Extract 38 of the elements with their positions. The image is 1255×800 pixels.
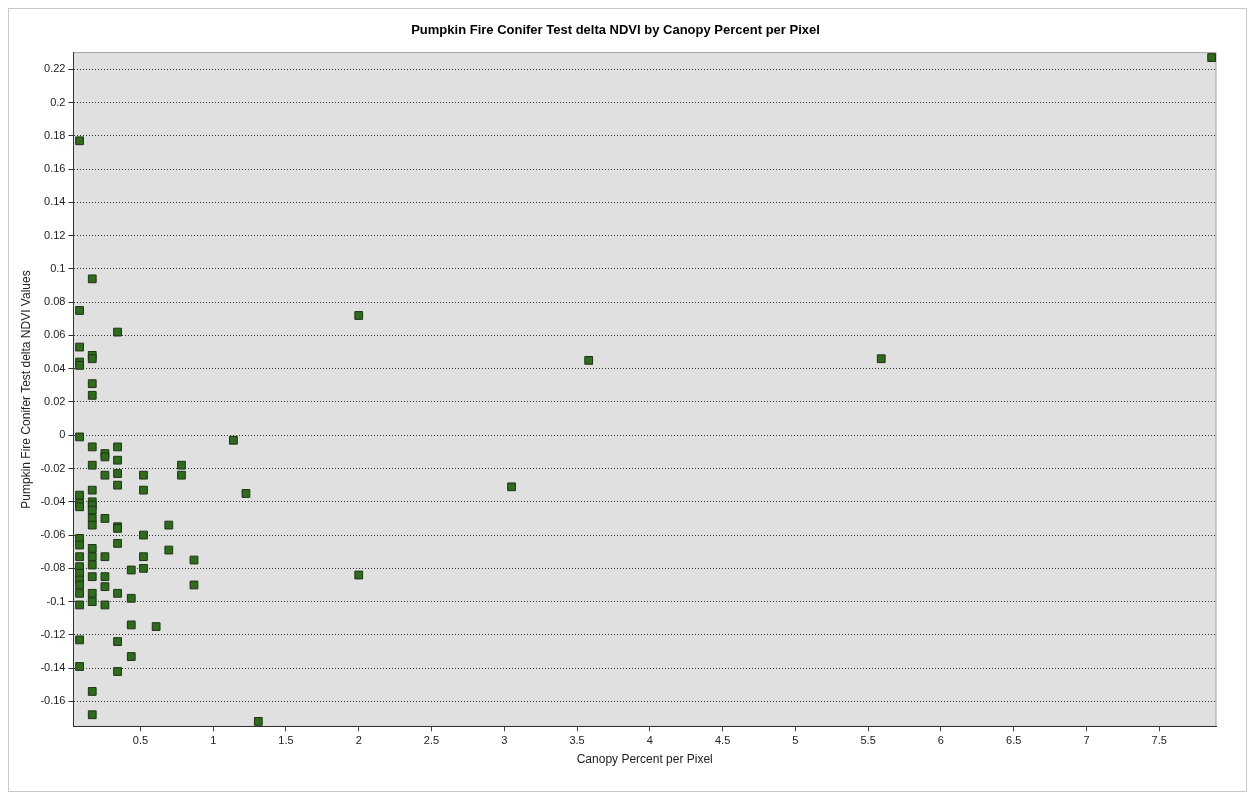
y-tick-label: 0.06	[44, 328, 66, 341]
x-tick-label: 6	[937, 734, 944, 747]
x-tick-label: 2	[355, 734, 362, 747]
x-tick-label: 0.5	[132, 734, 149, 747]
x-tick-label: 1.5	[278, 734, 294, 747]
y-tick-label: 0.1	[50, 261, 66, 274]
y-tick-label: 0	[59, 428, 66, 441]
x-tick-label: 7	[1083, 734, 1090, 747]
x-tick-label: 3.5	[569, 734, 585, 747]
x-tick-label: 5.5	[860, 734, 876, 747]
y-tick-label: -0.08	[40, 561, 66, 574]
x-tick-label: 7.5	[1151, 734, 1167, 747]
y-tick-label: 0.16	[44, 162, 66, 175]
y-tick-label: 0.14	[44, 195, 66, 208]
y-tick-label: 0.02	[44, 395, 66, 408]
x-tick-label: 4.5	[714, 734, 731, 747]
y-tick-label: 0.22	[44, 62, 66, 75]
y-tick-label: -0.04	[40, 494, 66, 507]
x-tick-label: 2.5	[423, 734, 440, 747]
y-tick-label: 0.12	[44, 228, 66, 241]
y-tick-label: 0.18	[44, 128, 66, 141]
x-tick-label: 5	[792, 734, 799, 747]
y-tick-label: 0.2	[50, 95, 66, 108]
x-tick-label: 3	[501, 734, 508, 747]
y-axis-title: Pumpkin Fire Conifer Test delta NDVI Values	[18, 270, 33, 509]
y-tick-label: -0.16	[40, 694, 66, 707]
y-tick-label: 0.04	[44, 361, 66, 374]
y-tick-label: -0.1	[46, 594, 66, 607]
y-tick-label: 0.08	[44, 295, 66, 308]
x-tick-label: 6.5	[1006, 734, 1022, 747]
x-tick-label: 4	[646, 734, 653, 747]
y-tick-label: -0.06	[40, 528, 66, 541]
y-tick-label: -0.14	[40, 661, 66, 674]
x-tick-label: 1	[210, 734, 217, 747]
x-axis-title: Canopy Percent per Pixel	[576, 752, 713, 767]
chart-title: Pumpkin Fire Conifer Test delta NDVI by Canopy Percent per Pixel	[411, 22, 820, 38]
y-tick-label: -0.02	[40, 461, 66, 474]
y-tick-label: -0.12	[40, 627, 66, 640]
